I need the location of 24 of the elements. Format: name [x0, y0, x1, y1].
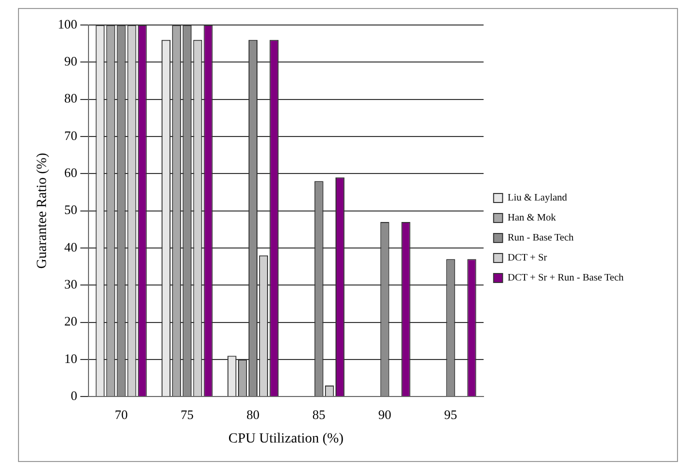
y-axis-title: Guarantee Ratio (%): [35, 152, 50, 269]
y-tick-label: 50: [64, 202, 78, 218]
y-tick-label: 0: [70, 388, 78, 404]
x-tick-label: 90: [378, 406, 392, 422]
x-axis-title: CPU Utilization (%): [228, 431, 344, 446]
y-tick-label: 40: [64, 239, 78, 254]
legend-label: Han & Mok: [508, 212, 556, 224]
y-tick-label: 20: [64, 314, 78, 329]
y-tick-label: 100: [58, 16, 78, 32]
y-tick-label: 90: [64, 54, 78, 69]
y-tick-label: 80: [64, 90, 78, 106]
x-tick-label: 75: [180, 406, 194, 422]
y-tick-label: 10: [64, 350, 78, 366]
legend-label: DCT + Sr: [508, 252, 548, 264]
x-tick-label: 80: [246, 406, 260, 422]
x-tick-label: 95: [444, 406, 458, 422]
y-tick-label: 60: [64, 165, 78, 180]
legend-label: DCT + Sr + Run - Base Tech: [508, 272, 624, 284]
x-tick-label: 85: [312, 406, 326, 422]
x-tick-label: 70: [114, 406, 128, 422]
y-tick-label: 70: [64, 128, 78, 143]
legend-label: Liu & Layland: [508, 192, 568, 204]
y-tick-label: 30: [64, 276, 78, 292]
legend-label: Run - Base Tech: [508, 232, 574, 244]
